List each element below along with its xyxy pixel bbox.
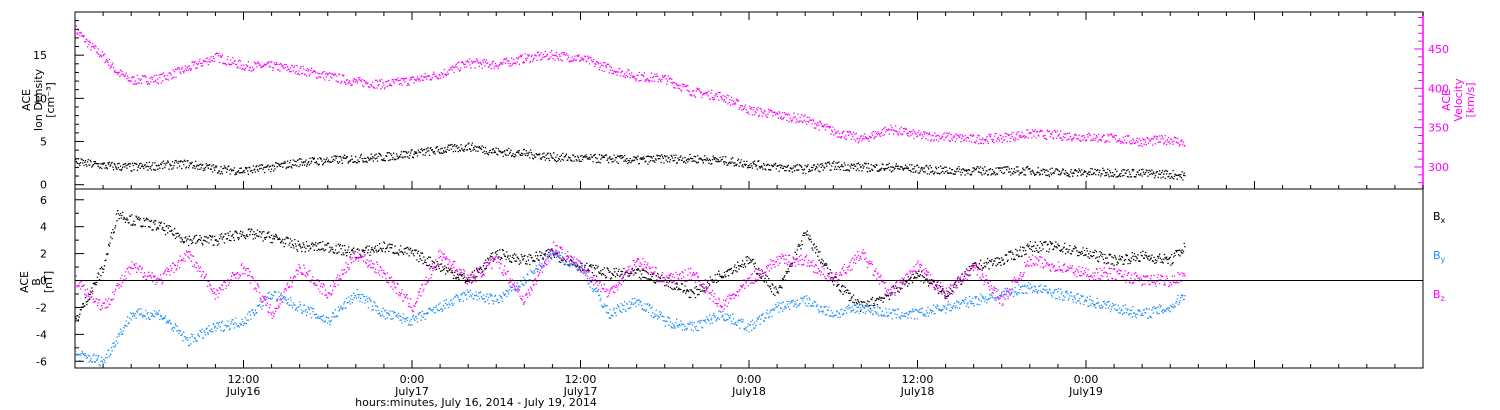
velocity-axis-ticks: 300 350 400 450 bbox=[1414, 12, 1449, 189]
x-tick-time: 0:00 bbox=[737, 373, 762, 386]
b-field-axis-ticks: -6 -4 -2 0 2 4 6 bbox=[36, 194, 84, 368]
velocity-label-line: ACE bbox=[1440, 89, 1453, 111]
x-tick-time: 12:00 bbox=[565, 373, 597, 386]
b-tick-label: -6 bbox=[36, 355, 47, 368]
velocity-axis-label: ACEVelocity[km/s] bbox=[1440, 78, 1477, 122]
x-tick-time: 12:00 bbox=[228, 373, 260, 386]
legend-label: B bbox=[1433, 288, 1441, 301]
legend-item-y: By bbox=[1433, 249, 1446, 264]
top-series-group bbox=[75, 25, 1186, 181]
density-label-line: ACE bbox=[20, 89, 33, 111]
density-label-line: [cm⁻³] bbox=[44, 82, 57, 118]
x-tick-date: July17 bbox=[394, 385, 429, 398]
b-series-bx bbox=[75, 210, 1186, 321]
legend-subscript: z bbox=[1441, 294, 1445, 303]
legend-label: B bbox=[1433, 210, 1441, 223]
velocity-tick-label: 400 bbox=[1428, 82, 1449, 95]
b-label-line: [nT] bbox=[42, 271, 55, 293]
b-series-by bbox=[75, 249, 1186, 367]
x-tick-time: 0:00 bbox=[400, 373, 425, 386]
b-label-line: B bbox=[30, 278, 43, 286]
top-panel-frame bbox=[74, 11, 1424, 190]
density-tick-label: 5 bbox=[40, 136, 47, 149]
b-field-axis-label: ACEB[nT] bbox=[18, 271, 55, 293]
b-tick-label: -4 bbox=[36, 328, 47, 341]
x-tick-date: July18 bbox=[731, 385, 766, 398]
legend-label: B bbox=[1433, 249, 1441, 262]
b-tick-label: 2 bbox=[40, 248, 47, 261]
b-tick-label: -2 bbox=[36, 301, 47, 314]
legend-item-x: Bx bbox=[1433, 210, 1446, 225]
density-series bbox=[75, 142, 1186, 181]
velocity-tick-label: 450 bbox=[1428, 43, 1449, 56]
x-tick-time: 12:00 bbox=[902, 373, 934, 386]
x-tick-date: July17 bbox=[563, 385, 598, 398]
density-tick-label: 0 bbox=[40, 179, 47, 192]
b-tick-label: 0 bbox=[40, 275, 47, 288]
b-tick-label: 6 bbox=[40, 194, 47, 207]
velocity-label-line: [km/s] bbox=[1464, 82, 1477, 117]
bottom-series-group bbox=[75, 210, 1186, 367]
x-tick-date: July19 bbox=[1068, 385, 1103, 398]
density-tick-label: 10 bbox=[33, 92, 47, 105]
b-series-bz bbox=[75, 241, 1186, 320]
x-axis-ticks: 12:00July160:00July1712:00July170:00July… bbox=[74, 12, 1424, 398]
x-tick-date: July18 bbox=[900, 385, 935, 398]
legend-subscript: x bbox=[1441, 216, 1446, 225]
legend-item-z: Bz bbox=[1433, 288, 1445, 303]
velocity-tick-label: 350 bbox=[1428, 122, 1449, 135]
legend-subscript: y bbox=[1441, 255, 1446, 264]
velocity-tick-label: 300 bbox=[1428, 161, 1449, 174]
density-axis-ticks: 0 5 10 15 bbox=[33, 20, 84, 192]
x-axis-title: hours:minutes, July 16, 2014 - July 19, … bbox=[355, 396, 597, 409]
x-tick-date: July16 bbox=[226, 385, 261, 398]
b-label-line: ACE bbox=[18, 271, 31, 293]
density-axis-label: ACEIon Density[cm⁻³] bbox=[20, 68, 57, 131]
density-tick-label: 15 bbox=[33, 49, 47, 62]
velocity-series bbox=[75, 25, 1186, 147]
b-tick-label: 4 bbox=[40, 221, 47, 234]
density-label-line: Ion Density bbox=[32, 68, 45, 131]
x-tick-time: 0:00 bbox=[1074, 373, 1099, 386]
velocity-label-line: Velocity bbox=[1452, 78, 1465, 122]
